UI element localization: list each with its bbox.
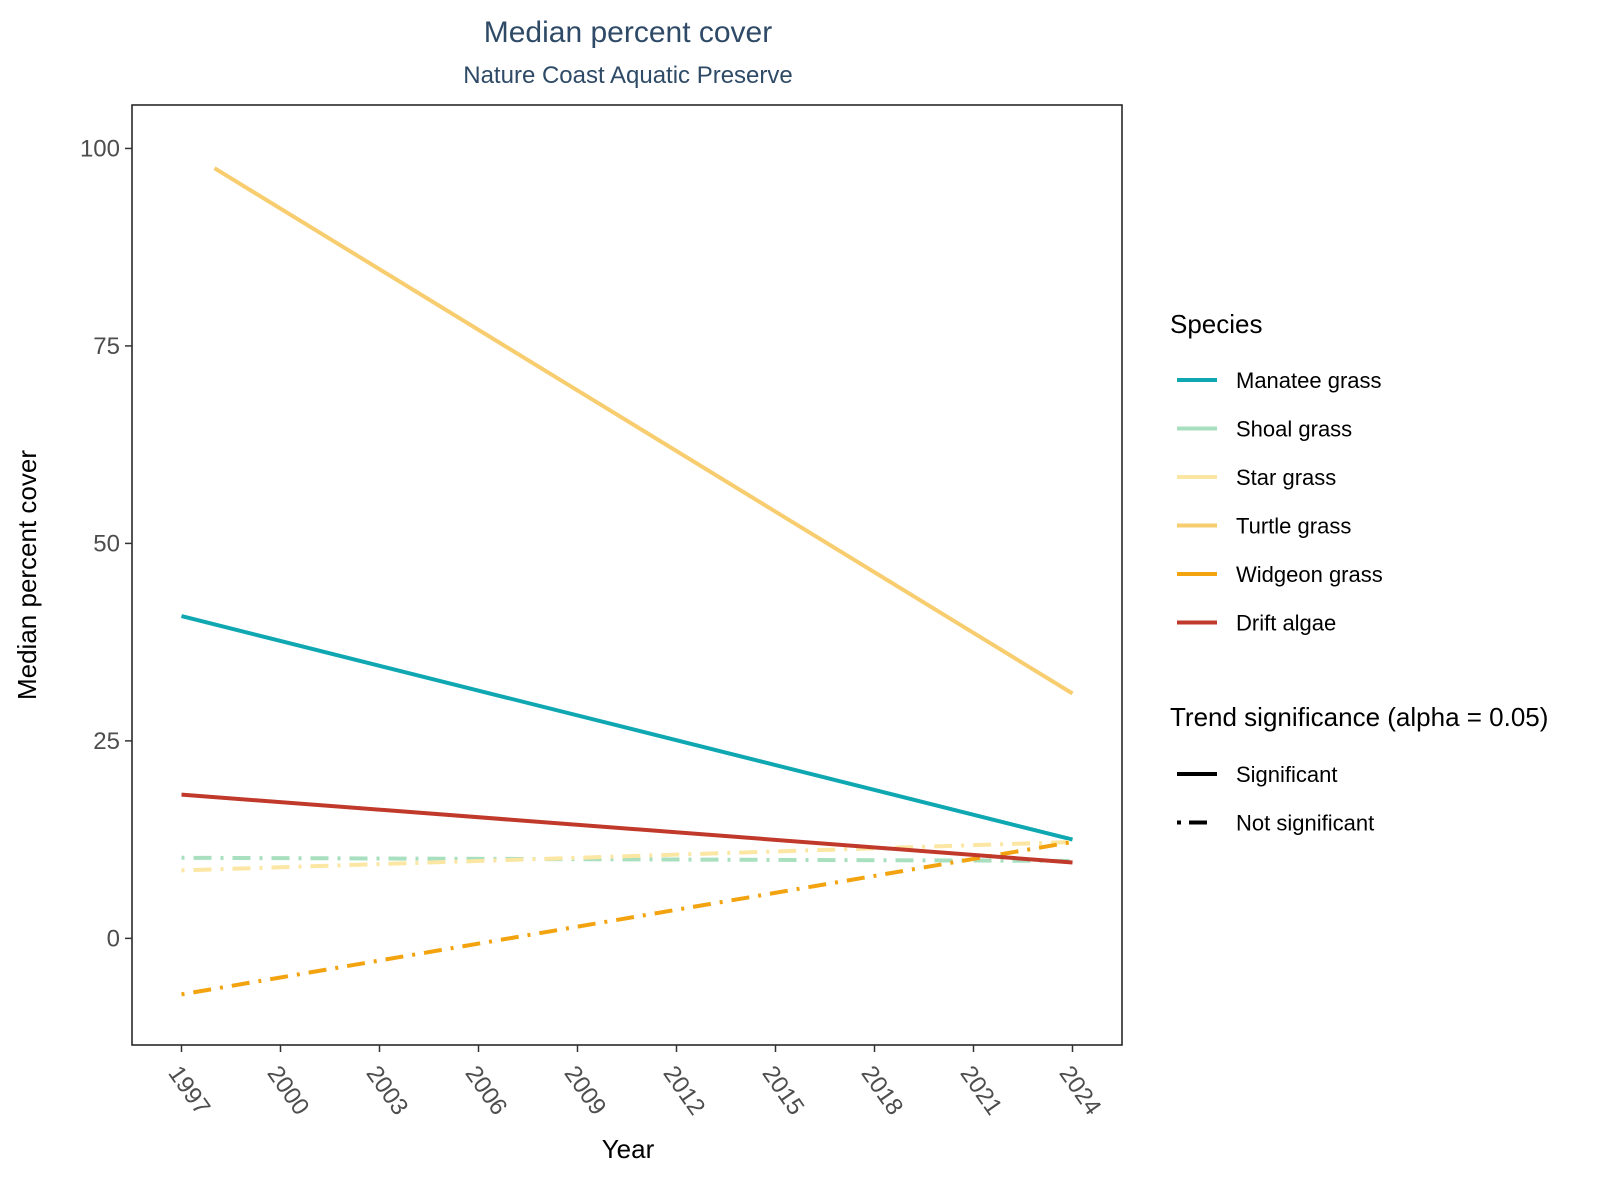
legend-trend-title: Trend significance (alpha = 0.05) [1170,702,1548,732]
x-tick-label: 2000 [262,1061,315,1120]
legend-label: Widgeon grass [1236,562,1383,587]
y-axis: 0 25 50 75 100 [80,135,132,952]
legend-trend-items: Significant Not significant [1177,762,1374,836]
series-line-manatee-grass [181,614,1073,842]
y-tick-label: 25 [93,728,120,755]
chart-subtitle: Nature Coast Aquatic Preserve [463,62,793,89]
x-tick-label: 2006 [460,1061,513,1120]
legend-species-items: Manatee grass Shoal grass Star grass Turtle… [1177,368,1383,636]
y-tick-label: 100 [80,135,120,162]
x-tick-label: 2009 [559,1061,612,1120]
x-axis: 1997 2000 2003 2006 2009 2012 2015 2018 2021 2024 [163,1045,1107,1120]
legend-label: Drift algae [1236,611,1336,636]
legend-label: Shoal grass [1236,417,1352,442]
series-line-star-grass [181,840,1073,873]
legend-label: Star grass [1236,465,1336,490]
plot-panel [131,104,1123,1046]
y-axis-label: Median percent cover [12,450,42,700]
legend-label: Significant [1236,762,1338,787]
series-line-drift-algae [181,792,1073,865]
y-tick-label: 0 [107,925,120,952]
x-tick-label: 2021 [955,1061,1008,1120]
x-axis-label: Year [602,1134,655,1164]
x-tick-label: 2024 [1054,1061,1107,1120]
legend-label: Not significant [1236,811,1374,836]
legend-label: Turtle grass [1236,514,1351,539]
x-tick-label: 2015 [757,1061,810,1120]
chart-title: Median percent cover [484,16,773,49]
y-tick-label: 75 [93,333,120,360]
x-tick-label: 2018 [856,1061,909,1120]
x-tick-label: 2012 [658,1061,711,1120]
series-line-shoal-grass [181,855,1073,863]
series-line-turtle-grass [213,166,1074,696]
legend: Species Manatee grass Shoal grass Star gra… [1170,309,1548,836]
legend-species-title: Species [1170,309,1263,339]
x-tick-label: 2003 [361,1061,414,1120]
x-tick-label: 1997 [163,1061,216,1120]
y-tick-label: 50 [93,530,120,557]
series-line-widgeon-grass [181,840,1073,997]
legend-label: Manatee grass [1236,368,1382,393]
series-lines [181,166,1074,997]
